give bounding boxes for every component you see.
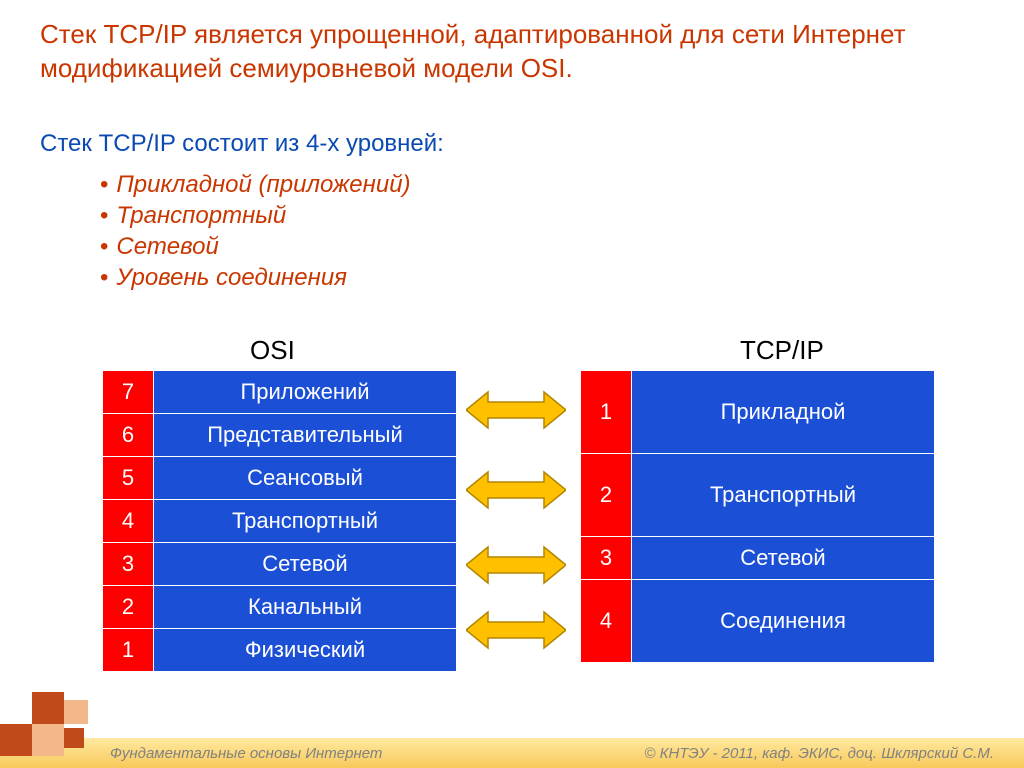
bullet-item: •Сетевой (100, 233, 411, 261)
bullet-text: Транспортный (116, 202, 286, 229)
tcpip-table: 1Прикладной 2Транспортный 3Сетевой 4Соед… (580, 370, 935, 663)
bullet-text: Прикладной (приложений) (116, 171, 410, 198)
osi-label: Приложений (154, 371, 457, 414)
osi-num: 2 (103, 586, 154, 629)
double-arrow-icon (466, 610, 566, 650)
osi-num: 7 (103, 371, 154, 414)
tcp-label: Транспортный (632, 454, 935, 537)
table-row: 4Транспортный (103, 500, 457, 543)
osi-label: Сеансовый (154, 457, 457, 500)
osi-num: 6 (103, 414, 154, 457)
bullet-item: •Прикладной (приложений) (100, 171, 411, 199)
table-row: 4Соединения (581, 580, 935, 663)
osi-label: Представительный (154, 414, 457, 457)
tcp-num: 2 (581, 454, 632, 537)
bullet-text: Уровень соединения (116, 264, 347, 291)
table-row: 1Физический (103, 629, 457, 672)
osi-num: 5 (103, 457, 154, 500)
footer-left-text: Фундаментальные основы Интернет (110, 745, 382, 762)
osi-label: Канальный (154, 586, 457, 629)
tcp-num: 1 (581, 371, 632, 454)
double-arrow-icon (466, 545, 566, 585)
osi-num: 4 (103, 500, 154, 543)
table-row: 3Сетевой (581, 537, 935, 580)
subtitle: Стек TCP/IP состоит из 4-х уровней: (40, 130, 444, 158)
tcp-num: 4 (581, 580, 632, 663)
deco-square (64, 728, 84, 748)
footer: Фундаментальные основы Интернет © КНТЭУ … (0, 722, 1024, 768)
slide: { "title": "Стек TCP/IP является упрощен… (0, 0, 1024, 768)
osi-label: Транспортный (154, 500, 457, 543)
table-row: 2Транспортный (581, 454, 935, 537)
bullet-item: •Уровень соединения (100, 264, 411, 292)
table-row: 7Приложений (103, 371, 457, 414)
double-arrow-icon (466, 390, 566, 430)
slide-title: Стек TCP/IP является упрощенной, адаптир… (40, 18, 984, 86)
osi-table: 7Приложений 6Представительный 5Сеансовый… (102, 370, 457, 672)
osi-heading: OSI (250, 335, 295, 366)
table-row: 6Представительный (103, 414, 457, 457)
osi-num: 3 (103, 543, 154, 586)
double-arrow-icon (466, 470, 566, 510)
deco-square (64, 700, 88, 724)
table-row: 1Прикладной (581, 371, 935, 454)
table-row: 2Канальный (103, 586, 457, 629)
deco-square (32, 692, 64, 724)
tcp-label: Прикладной (632, 371, 935, 454)
tcp-label: Соединения (632, 580, 935, 663)
osi-label: Сетевой (154, 543, 457, 586)
tcpip-heading: TCP/IP (740, 335, 824, 366)
bullet-text: Сетевой (116, 233, 218, 260)
deco-square (32, 724, 64, 756)
osi-label: Физический (154, 629, 457, 672)
bullet-item: •Транспортный (100, 202, 411, 230)
tcp-label: Сетевой (632, 537, 935, 580)
tcp-num: 3 (581, 537, 632, 580)
osi-num: 1 (103, 629, 154, 672)
bullet-list: •Прикладной (приложений) •Транспортный •… (100, 168, 411, 295)
deco-square (0, 724, 32, 756)
table-row: 3Сетевой (103, 543, 457, 586)
table-row: 5Сеансовый (103, 457, 457, 500)
footer-right-text: © КНТЭУ - 2011, каф. ЭКИС, доц. Шклярски… (644, 745, 994, 762)
